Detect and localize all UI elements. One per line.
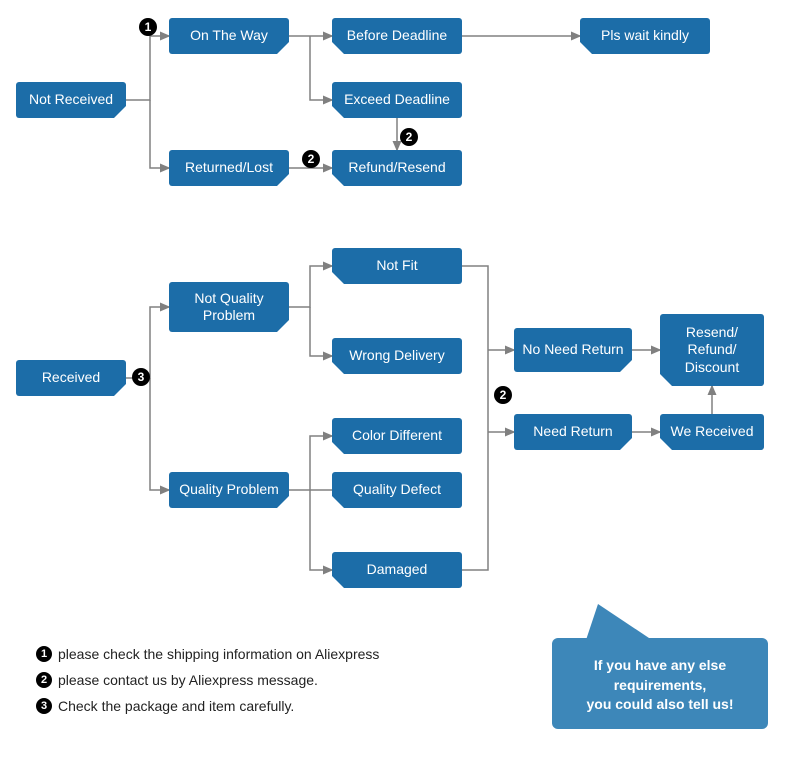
node-not_quality: Not Quality Problem	[169, 282, 289, 332]
edge	[462, 266, 488, 570]
node-not_fit: Not Fit	[332, 248, 462, 284]
node-damaged: Damaged	[332, 552, 462, 588]
footnote-3: 3 Check the package and item carefully.	[36, 698, 294, 714]
help-bubble: If you have any elserequirements,you cou…	[552, 638, 768, 729]
node-returned_lost: Returned/Lost	[169, 150, 289, 186]
badge-1: 1	[139, 18, 157, 36]
node-wrong_delivery: Wrong Delivery	[332, 338, 462, 374]
footnote-text-1: please check the shipping information on…	[58, 646, 379, 662]
node-not_received: Not Received	[16, 82, 126, 118]
edge	[126, 36, 169, 100]
badge-2: 2	[400, 128, 418, 146]
node-before_deadline: Before Deadline	[332, 18, 462, 54]
footnote-1: 1 please check the shipping information …	[36, 646, 379, 662]
edge	[310, 307, 332, 356]
node-quality: Quality Problem	[169, 472, 289, 508]
node-refund_resend: Refund/Resend	[332, 150, 462, 186]
footnote-badge-2: 2	[36, 672, 52, 688]
bubble-tail	[586, 604, 652, 640]
edge	[289, 266, 332, 307]
edge	[150, 378, 169, 490]
node-no_need_return: No Need Return	[514, 328, 632, 372]
edge	[126, 307, 169, 378]
edge	[289, 436, 332, 490]
node-we_received: We Received	[660, 414, 764, 450]
node-pls_wait: Pls wait kindly	[580, 18, 710, 54]
edge	[310, 36, 332, 100]
badge-2: 2	[302, 150, 320, 168]
node-on_the_way: On The Way	[169, 18, 289, 54]
node-need_return: Need Return	[514, 414, 632, 450]
footnote-badge-3: 3	[36, 698, 52, 714]
node-exceed_deadline: Exceed Deadline	[332, 82, 462, 118]
node-resend_refund_discount: Resend/Refund/Discount	[660, 314, 764, 386]
edge	[310, 490, 332, 570]
footnote-badge-1: 1	[36, 646, 52, 662]
node-color_diff: Color Different	[332, 418, 462, 454]
footnote-text-2: please contact us by Aliexpress message.	[58, 672, 318, 688]
node-quality_defect: Quality Defect	[332, 472, 462, 508]
footnote-2: 2 please contact us by Aliexpress messag…	[36, 672, 318, 688]
footnote-text-3: Check the package and item carefully.	[58, 698, 294, 714]
badge-2: 2	[494, 386, 512, 404]
edge	[150, 100, 169, 168]
node-received: Received	[16, 360, 126, 396]
badge-3: 3	[132, 368, 150, 386]
